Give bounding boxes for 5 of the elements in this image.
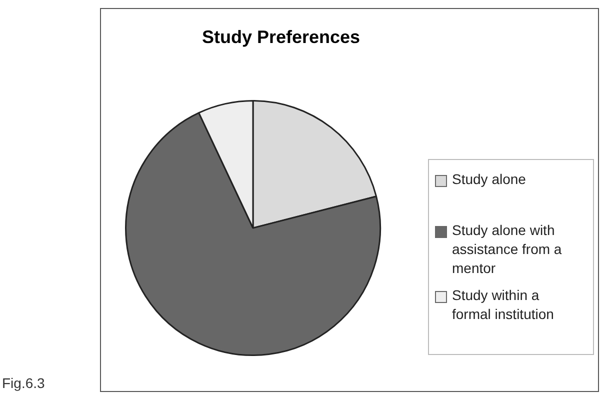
chart-title: Study Preferences [200,27,362,48]
caption: Fig.6.3 [2,375,45,391]
legend-label: Study within a formal institution [452,286,555,324]
legend-label: Study alone with assistance from a mentor [452,221,563,278]
legend-label: Study alone [452,170,526,189]
